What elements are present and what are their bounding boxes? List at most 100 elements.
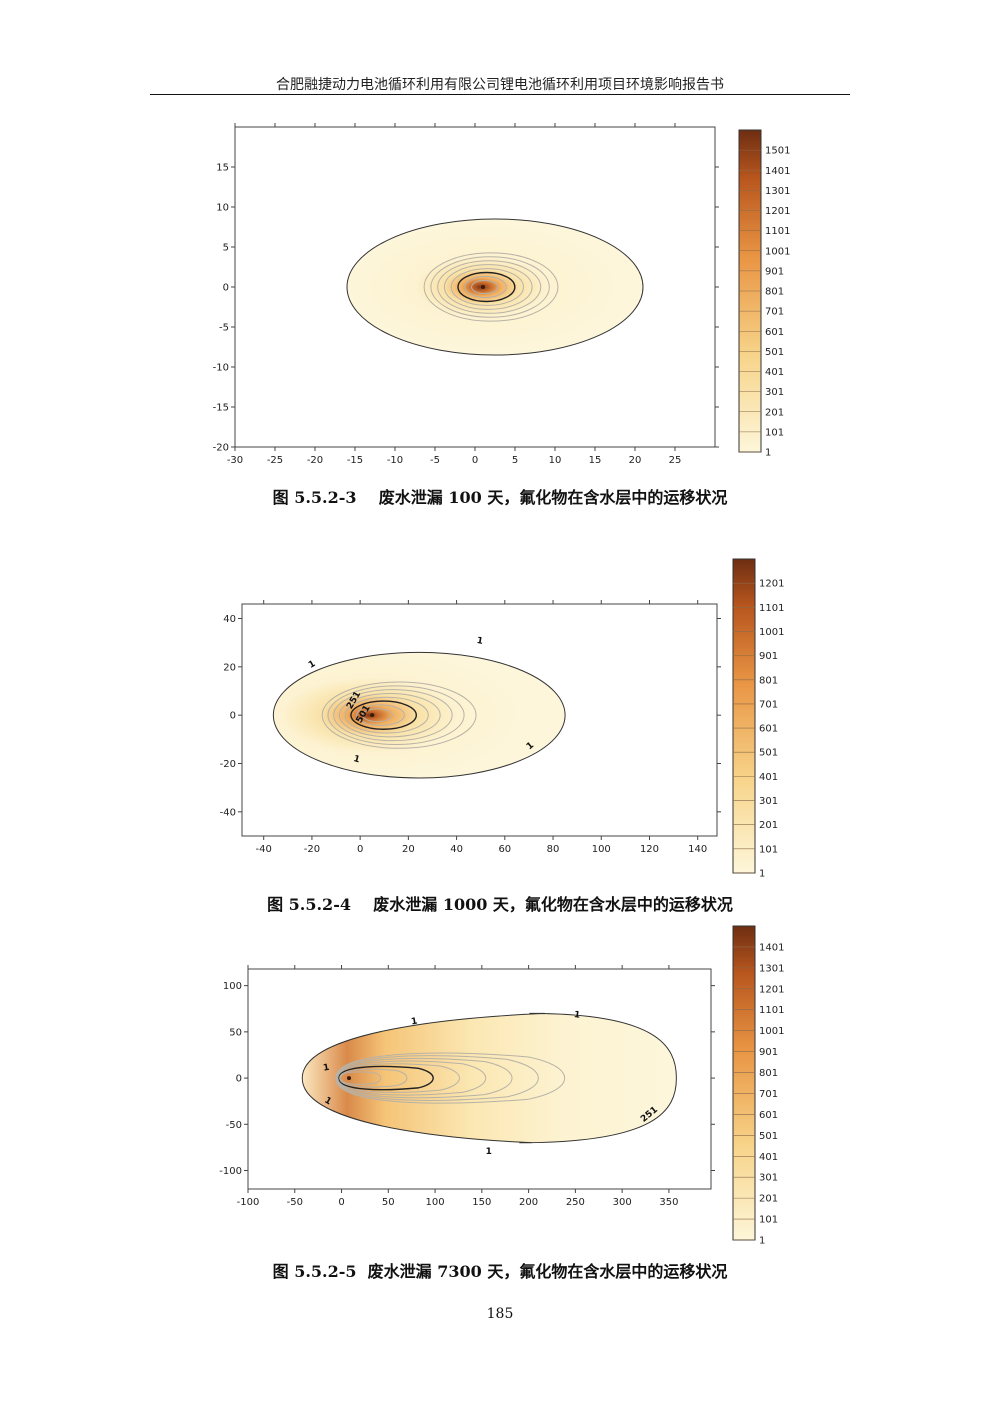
colorbar-label: 501 [759, 1131, 778, 1142]
x-tick-label: -100 [237, 1197, 260, 1208]
axis-ticks: -40 -20 0 20 40 60 80 100 120 140 40 20 0 -20 -40 [220, 600, 721, 855]
y-tick-label: -40 [220, 807, 236, 818]
y-tick-label: 15 [216, 163, 229, 174]
y-tick-label: 0 [223, 283, 229, 294]
x-tick-label: 60 [498, 844, 511, 855]
concentration-contour [450, 268, 524, 306]
figure-3-caption: 图 5.5.2-5 废水泄漏 7300 天，氟化物在含水层中的运移状况 [272, 1262, 728, 1281]
concentration-contour [321, 681, 477, 749]
colorbar-label: 1001 [759, 627, 784, 638]
figure-1-caption: 图 5.5.2-3 废水泄漏 100 天，氟化物在含水层中的运移状况 [272, 488, 728, 507]
concentration-contour [437, 260, 542, 314]
colorbar-label: 1501 [765, 146, 790, 157]
colorbar-label: 1401 [759, 942, 784, 953]
y-tick-label: 20 [223, 662, 236, 673]
colorbar-label: 1001 [759, 1026, 784, 1037]
contour-label: 1 [352, 754, 361, 765]
concentration-contour [338, 692, 441, 738]
plume-outer-contour [301, 1012, 677, 1144]
concentration-contour [361, 708, 393, 723]
colorbar-label: 301 [765, 387, 784, 398]
concentration-contour [339, 1071, 382, 1085]
x-tick-label: 25 [669, 455, 682, 466]
x-tick-label: -30 [227, 455, 243, 466]
contour-label: 1 [322, 1063, 330, 1074]
colorbar-label: 301 [759, 796, 778, 807]
y-tick-label: -10 [213, 363, 229, 374]
colorbar-label: 101 [759, 1215, 778, 1226]
concentration-contour [423, 252, 559, 322]
x-tick-label: 100 [426, 1197, 445, 1208]
source-point [347, 1076, 352, 1081]
y-tick-label: -50 [226, 1120, 242, 1131]
colorbar-label: 401 [759, 1152, 778, 1163]
colorbar-label: 1 [765, 448, 771, 459]
x-tick-label: 10 [549, 455, 562, 466]
concentration-contour [350, 700, 418, 730]
colorbar-label: 1201 [759, 984, 784, 995]
concentration-contour [335, 1055, 539, 1101]
colorbar-label: 1201 [759, 579, 784, 590]
x-tick-label: -20 [304, 844, 320, 855]
running-header: 合肥融捷动力电池循环利用有限公司锂电池循环利用项目环境影响报告书 [276, 77, 724, 93]
y-tick-label: -100 [219, 1166, 242, 1177]
x-tick-label: 140 [688, 844, 707, 855]
x-tick-label: 100 [592, 844, 611, 855]
contour-label: 1 [573, 1010, 581, 1021]
colorbar-label: 1101 [765, 226, 790, 237]
x-tick-label: -40 [256, 844, 272, 855]
source-point [370, 713, 375, 718]
concentration-contour [337, 1063, 460, 1093]
figure-2-caption: 图 5.5.2-4 废水泄漏 1000 天，氟化物在含水层中的运移状况 [267, 895, 733, 914]
colorbar-label: 801 [759, 675, 778, 686]
x-tick-label: -10 [387, 455, 403, 466]
x-tick-label: 120 [640, 844, 659, 855]
colorbar-label: 201 [759, 820, 778, 831]
x-tick-label: 0 [338, 1197, 344, 1208]
x-tick-label: 80 [547, 844, 560, 855]
concentration-contour [333, 689, 453, 742]
plot-area: -30 -25 -20 -15 -10 -5 0 5 10 15 20 25 15 10 5 0 -5 -10 -1… [213, 123, 719, 466]
y-tick-label: 100 [223, 981, 242, 992]
inner-contours [335, 1052, 565, 1104]
colorbar-label: 801 [765, 287, 784, 298]
colorbar-label: 901 [759, 1047, 778, 1058]
x-tick-label: 15 [589, 455, 602, 466]
x-tick-label: 20 [402, 844, 415, 855]
concentration-contour [464, 275, 507, 299]
colorbar-label: 601 [759, 1110, 778, 1121]
concentration-contour [337, 1060, 486, 1096]
contour-label: 1 [410, 1017, 418, 1028]
contour-label: 1 [307, 659, 317, 671]
colorbar-label: 401 [765, 367, 784, 378]
colorbar-label: 1301 [759, 963, 784, 974]
contour-label: 1 [322, 1096, 332, 1108]
x-tick-label: -50 [287, 1197, 303, 1208]
y-tick-label: 0 [230, 711, 236, 722]
colorbar-scale [732, 558, 756, 874]
contour-label: 1 [486, 1147, 492, 1157]
header-rule [150, 94, 850, 95]
x-tick-label: 0 [357, 844, 363, 855]
colorbar-label: 501 [759, 748, 778, 759]
y-tick-label: 5 [223, 243, 229, 254]
colorbar-label: 201 [759, 1194, 778, 1205]
colorbar-label: 201 [765, 407, 784, 418]
colorbar-label: 1201 [765, 206, 790, 217]
y-tick-label: -5 [219, 323, 229, 334]
plume-outer-contour [346, 218, 644, 356]
axis-ticks: -100 -50 0 50 100 150 200 250 300 350 100 50 0 -50 -10… [219, 965, 715, 1208]
page-number: 185 [486, 1306, 514, 1322]
inner-contours [321, 681, 477, 749]
colorbar-scale [732, 925, 756, 1241]
colorbar-label: 1 [759, 1236, 765, 1247]
y-tick-label: 10 [216, 203, 229, 214]
concentration-contour [339, 1068, 408, 1088]
axis-ticks: -30 -25 -20 -15 -10 -5 0 5 10 15 20 25 15 10 5 0 -5 -10 -1… [213, 123, 719, 466]
colorbar-label: 1301 [765, 186, 790, 197]
x-tick-label: 350 [659, 1197, 678, 1208]
x-tick-label: 150 [472, 1197, 491, 1208]
